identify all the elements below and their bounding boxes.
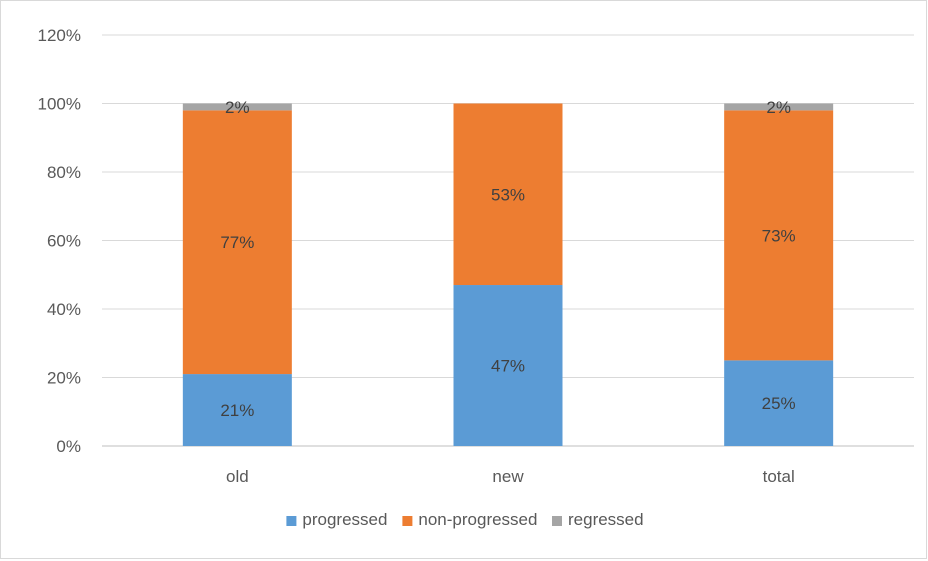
data-label: 21% [220,401,254,420]
data-label: 2% [225,98,250,117]
category-label: new [492,467,524,486]
bar-segment [453,103,563,286]
bar-segment [453,285,563,446]
y-tick-label: 60% [47,232,81,251]
y-tick-label: 120% [38,26,81,45]
legend-swatch [402,516,413,526]
legend-label: regressed [568,510,644,529]
data-label: 53% [491,185,525,204]
y-tick-label: 100% [38,95,81,114]
y-tick-label: 20% [47,369,81,388]
legend-swatch [552,516,562,526]
legend-swatch [286,516,297,526]
legend-label: progressed [302,510,387,529]
y-tick-label: 40% [47,300,81,319]
data-label: 47% [491,357,525,376]
bar-segment [724,110,834,361]
bar-segment [182,103,292,111]
bar-segment [182,374,292,446]
category-label: total [763,467,795,486]
bar-segment [724,103,834,111]
legend-label: non-progressed [418,510,537,529]
category-label: old [226,467,249,486]
data-label: 25% [762,394,796,413]
data-label: 77% [220,233,254,252]
y-tick-label: 0% [56,437,81,456]
y-tick-label: 80% [47,163,81,182]
data-label: 73% [762,226,796,245]
data-label: 2% [766,98,791,117]
bar-segment [724,360,834,446]
bar-segment [182,110,292,375]
